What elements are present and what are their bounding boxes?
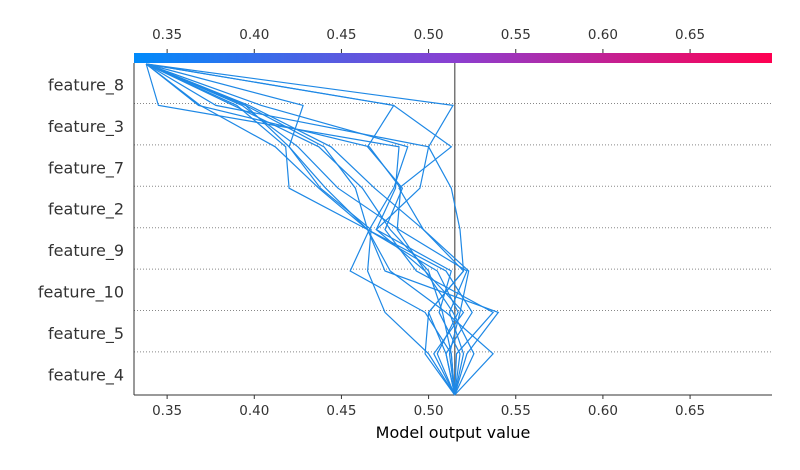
- decision-lines: [145, 63, 500, 396]
- x-tick-label-top: 0.50: [414, 27, 444, 43]
- x-tick-label-top: 0.55: [501, 27, 531, 43]
- x-tick-label-bottom: 0.40: [239, 403, 269, 419]
- feature-label: feature_10: [38, 283, 124, 303]
- decision-line: [145, 63, 468, 396]
- x-tick-label-bottom: 0.45: [326, 403, 356, 419]
- feature-label: feature_3: [48, 117, 124, 137]
- decision-line: [146, 63, 495, 396]
- feature-label: feature_8: [48, 76, 124, 96]
- decision-line: [146, 63, 470, 396]
- decision-line: [145, 63, 500, 396]
- decision-line: [146, 63, 461, 396]
- decision-line: [145, 63, 456, 396]
- x-tick-label-bottom: 0.55: [501, 403, 531, 419]
- feature-label: feature_9: [48, 241, 124, 261]
- colorbar-gradient: [134, 53, 772, 63]
- decision-line: [145, 63, 456, 396]
- x-tick-label-bottom: 0.35: [152, 403, 182, 419]
- colorbar: [134, 53, 772, 63]
- x-tick-label-bottom: 0.65: [675, 403, 705, 419]
- x-tick-label-top: 0.60: [588, 27, 618, 43]
- x-tick-label-top: 0.40: [239, 27, 269, 43]
- grid-lines: [134, 103, 772, 353]
- x-tick-label-bottom: 0.60: [588, 403, 618, 419]
- decision-line: [145, 63, 456, 396]
- decision-line: [145, 63, 459, 396]
- feature-label: feature_4: [48, 365, 124, 385]
- decision-line: [145, 63, 465, 396]
- feature-label: feature_7: [48, 158, 124, 178]
- x-tick-label-top: 0.35: [152, 27, 182, 43]
- decision-line: [145, 63, 465, 396]
- x-tick-label-bottom: 0.50: [414, 403, 444, 419]
- x-tick-label-top: 0.65: [675, 27, 705, 43]
- decision-line: [145, 63, 465, 396]
- feature-labels: feature_8 feature_3 feature_7 feature_2feat…: [38, 76, 124, 386]
- feature-label: feature_2: [48, 200, 124, 220]
- x-axis-title: Model output value: [376, 423, 531, 442]
- decision-line: [145, 63, 475, 396]
- feature-label: feature_5: [48, 324, 124, 344]
- x-tick-label-top: 0.45: [326, 27, 356, 43]
